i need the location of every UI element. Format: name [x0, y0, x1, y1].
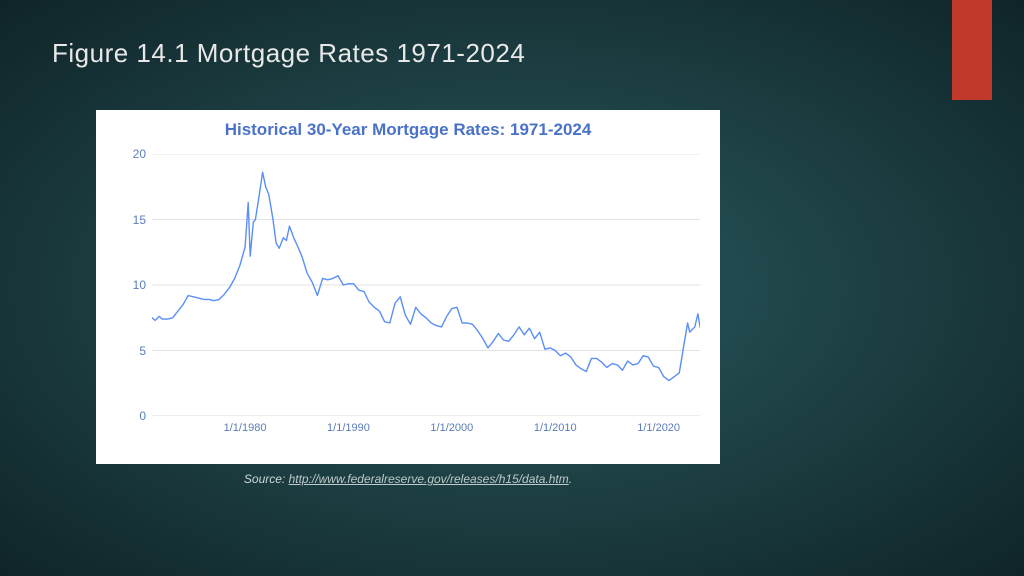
accent-bar	[952, 0, 992, 100]
y-tick-label: 5	[106, 344, 146, 358]
x-tick-label: 1/1/2020	[637, 422, 680, 434]
chart-container: Historical 30-Year Mortgage Rates: 1971-…	[96, 110, 720, 464]
source-citation: Source: http://www.federalreserve.gov/re…	[96, 472, 720, 486]
x-tick-label: 1/1/1980	[224, 422, 267, 434]
source-link[interactable]: http://www.federalreserve.gov/releases/h…	[289, 472, 569, 486]
line-chart-svg	[152, 154, 700, 416]
y-tick-label: 10	[106, 278, 146, 292]
x-tick-label: 1/1/2000	[430, 422, 473, 434]
x-tick-label: 1/1/2010	[534, 422, 577, 434]
x-tick-label: 1/1/1990	[327, 422, 370, 434]
source-prefix: Source:	[244, 472, 289, 486]
y-tick-label: 0	[106, 409, 146, 423]
source-suffix: .	[569, 472, 572, 486]
y-tick-label: 20	[106, 147, 146, 161]
slide-title: Figure 14.1 Mortgage Rates 1971-2024	[52, 38, 525, 69]
plot-area	[152, 154, 700, 416]
chart-title: Historical 30-Year Mortgage Rates: 1971-…	[96, 110, 720, 140]
y-tick-label: 15	[106, 213, 146, 227]
